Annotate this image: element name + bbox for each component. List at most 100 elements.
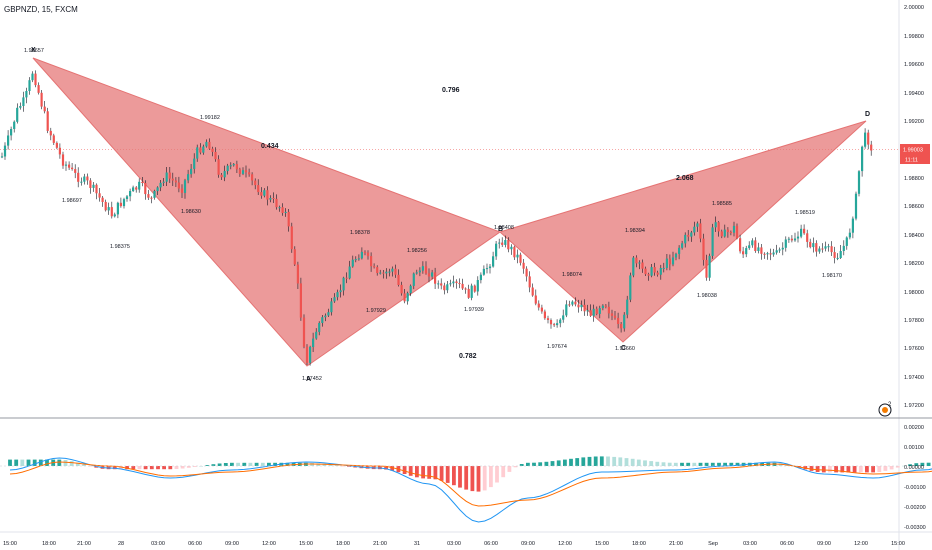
histogram-bar <box>464 466 469 490</box>
candle-body <box>391 268 394 272</box>
histogram-bar <box>550 461 555 466</box>
histogram-bar <box>754 462 758 466</box>
histogram-bar <box>680 462 684 466</box>
time-tick: 18:00 <box>336 541 350 547</box>
histogram-bar <box>156 466 160 470</box>
candle-body <box>809 241 812 248</box>
candle-body <box>104 201 107 211</box>
swing-label: 1.98038 <box>697 293 717 299</box>
candle-body <box>147 194 150 198</box>
candle-body <box>37 85 40 93</box>
candle-body <box>333 297 336 302</box>
candle-body <box>357 258 360 260</box>
candle-body <box>705 259 708 278</box>
histogram-bar <box>723 462 727 466</box>
candle-body <box>19 106 22 108</box>
swing-label: 1.98074 <box>562 272 582 278</box>
histogram-bar <box>119 466 123 470</box>
candle-body <box>601 305 604 309</box>
candle-body <box>623 314 626 329</box>
candle-body <box>22 97 25 106</box>
price-axis[interactable]: 2.00000 1.99800 1.99600 1.99400 1.99200 … <box>904 5 924 409</box>
price-tick: 1.99400 <box>904 91 924 97</box>
candle-body <box>3 145 7 157</box>
candle-body <box>193 158 196 169</box>
time-tick: 18:00 <box>42 541 56 547</box>
histogram-bar <box>341 466 345 467</box>
candle-body <box>534 295 537 304</box>
candle-body <box>394 268 397 275</box>
candle-body <box>55 142 58 148</box>
point-label-x: X <box>31 47 36 54</box>
candle-body <box>415 272 418 274</box>
histogram-bar <box>865 466 869 473</box>
candle-body <box>708 255 711 278</box>
histogram-bar <box>661 462 666 466</box>
time-tick: 09:00 <box>521 541 535 547</box>
candle-body <box>309 346 312 363</box>
candle-body <box>74 169 77 173</box>
candle-body <box>122 199 126 207</box>
histogram-bar <box>581 457 586 466</box>
histogram-bar <box>821 466 826 473</box>
candle-body <box>693 226 696 233</box>
histogram-bar <box>920 462 925 466</box>
candle-body <box>49 130 52 136</box>
candle-body <box>684 234 687 244</box>
histogram-bar <box>846 466 851 473</box>
candle-body <box>125 196 129 199</box>
swing-label: 1.98697 <box>62 198 82 204</box>
candle-body <box>107 207 110 211</box>
candle-body <box>867 132 870 145</box>
swing-label: 1.97452 <box>302 376 322 382</box>
candle-body <box>861 146 864 172</box>
candle-body <box>80 181 83 183</box>
candle-body <box>498 242 501 244</box>
histogram-bar <box>186 466 191 468</box>
candle-body <box>839 251 842 258</box>
candle-body <box>659 268 662 275</box>
price-tick: 1.99200 <box>904 119 924 125</box>
candle-body <box>318 323 321 332</box>
candle-body <box>479 274 482 281</box>
histogram-bar <box>260 462 265 466</box>
candle-body <box>223 171 226 178</box>
histogram-bar <box>532 462 536 466</box>
time-axis[interactable]: 15:00 18:00 21:00 28 03:00 06:00 09:00 1… <box>3 541 905 547</box>
pattern-triangle-bcd[interactable] <box>499 120 867 343</box>
candle-body <box>467 288 470 298</box>
candle-body <box>34 73 37 86</box>
histogram-bar <box>809 466 814 471</box>
histogram-bar <box>563 459 567 466</box>
candle-body <box>348 266 351 279</box>
candle-body <box>574 301 577 305</box>
candle-body <box>842 245 845 251</box>
histogram-bar <box>914 463 919 466</box>
candle-body <box>525 268 528 277</box>
candle-body <box>854 193 858 219</box>
candle-body <box>766 253 769 255</box>
histogram-bar <box>908 464 912 466</box>
macd-axis[interactable]: 0.00200 0.00100 0.00000 -0.00100 -0.0020… <box>904 425 926 531</box>
candle-body <box>662 267 665 269</box>
candle-body <box>440 283 443 286</box>
candle-body <box>568 304 571 306</box>
candle-body <box>287 211 290 227</box>
candle-body <box>537 303 540 308</box>
candle-body <box>434 272 437 284</box>
candle-body <box>851 218 854 233</box>
histogram-bar <box>544 461 549 466</box>
candle-body <box>64 164 68 166</box>
time-tick: 15:00 <box>3 541 17 547</box>
swing-label: 1.98394 <box>625 228 645 234</box>
histogram-bar <box>236 462 240 466</box>
candle-body <box>796 236 800 239</box>
price-tick: 1.97400 <box>904 375 924 381</box>
histogram-bar <box>347 466 351 467</box>
candle-body <box>714 222 717 228</box>
candle-body <box>363 251 367 253</box>
swing-label: 1.97939 <box>464 307 484 313</box>
candle-body <box>857 171 861 194</box>
macd-line <box>9 457 932 523</box>
